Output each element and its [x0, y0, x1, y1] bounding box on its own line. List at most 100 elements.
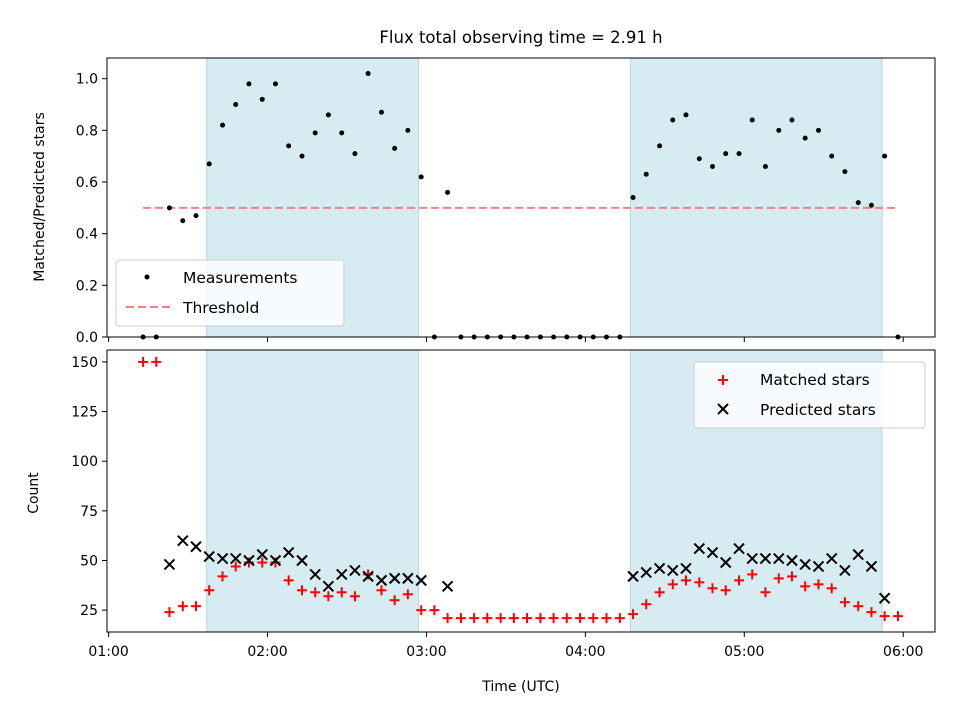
predicted-star-point	[362, 570, 374, 583]
measurement-point	[378, 109, 384, 115]
x-axis-label: Time (UTC)	[481, 679, 559, 695]
predicted-star-point	[282, 546, 295, 559]
legend-threshold-label: Threshold	[182, 299, 259, 317]
predicted-star-point	[177, 534, 189, 547]
legend-matched-marker	[718, 375, 728, 385]
matched-star-point	[667, 579, 678, 590]
matched-star-point	[628, 609, 639, 620]
measurement-point	[710, 164, 716, 169]
measurement-point	[882, 153, 888, 159]
predicted-star-point	[402, 572, 414, 585]
legend-predicted-label: Predicted stars	[760, 401, 876, 419]
predicted-star-point	[839, 564, 851, 577]
predicted-star-point	[680, 562, 692, 575]
predicted-star-point	[349, 564, 361, 577]
measurement-point	[736, 151, 742, 157]
matched-star-point	[839, 597, 850, 608]
predicted-star-point	[627, 570, 639, 583]
matched-star-point	[230, 561, 241, 572]
y-tick-label: 1.0	[76, 72, 98, 88]
measurement-point	[193, 213, 199, 219]
matched-star-point	[442, 613, 453, 624]
bottom-legend-box	[693, 361, 926, 429]
chart-title: Flux total observing time = 2.91 h	[379, 28, 662, 47]
matched-star-point	[151, 356, 162, 367]
measurement-point	[696, 156, 702, 162]
predicted-star-point	[640, 566, 652, 579]
matched-star-point	[601, 613, 612, 624]
bottom-panel: 25 50 75 100 125 150 01:00 02:00 03:00 04:00 05:0…	[26, 349, 936, 695]
measurement-point	[657, 143, 663, 149]
bottom-x-ticks: 01:00 02:00 03:00 04:00 05:00 06:00	[88, 632, 923, 660]
matched-star-point	[800, 581, 811, 592]
predicted-star-point	[163, 558, 176, 571]
predicted-star-point	[309, 568, 321, 581]
matched-star-point	[747, 569, 758, 580]
measurement-point	[272, 81, 278, 87]
measurement-point	[749, 117, 755, 123]
predicted-star-point	[322, 580, 335, 593]
matched-star-point	[853, 601, 864, 612]
measurement-point	[233, 102, 239, 107]
matched-star-point	[297, 585, 308, 596]
matched-star-point	[177, 601, 188, 612]
measurement-point	[842, 169, 848, 175]
predicted-star-point	[441, 580, 454, 593]
matched-star-point	[773, 573, 784, 584]
matched-star-point	[561, 613, 572, 624]
predicted-star-point	[415, 574, 427, 587]
measurement-point	[670, 117, 676, 123]
matched-star-point	[482, 613, 493, 624]
matched-star-point	[707, 583, 718, 594]
matched-star-point	[760, 587, 771, 598]
top-panel: Flux total observing time = 2.91 h 0.00.…	[32, 28, 936, 346]
bottom-y-axis-label: Count	[26, 472, 42, 514]
measurement-point	[180, 218, 186, 224]
measurement-point	[868, 202, 874, 208]
matched-star-point	[680, 575, 691, 586]
matched-star-point	[164, 607, 175, 618]
measurement-point	[352, 151, 358, 157]
predicted-star-point	[825, 552, 838, 565]
matched-star-point	[588, 613, 599, 624]
predicted-star-point	[719, 556, 732, 569]
matched-star-point	[508, 613, 519, 624]
measurement-point	[166, 205, 172, 211]
y-tick-label: 0.4	[76, 227, 98, 243]
y-tick-label: 25	[80, 603, 98, 619]
measurement-point	[392, 145, 398, 151]
measurement-point	[802, 135, 808, 141]
top-y-ticks: 0.0 0.2 0.4 0.6 0.8 1.0	[76, 72, 107, 346]
predicted-star-point	[786, 554, 798, 567]
measurement-point	[418, 174, 424, 180]
matched-star-point	[575, 613, 586, 624]
predicted-star-point	[706, 546, 719, 559]
matched-stars-points	[138, 356, 903, 624]
matched-star-point	[694, 577, 705, 588]
matched-star-point	[257, 557, 268, 568]
measurement-point	[246, 81, 252, 87]
measurement-point	[630, 195, 636, 200]
matched-star-point	[204, 585, 215, 596]
predicted-star-point	[269, 554, 282, 567]
predicted-star-point	[812, 560, 825, 573]
predicted-star-point	[773, 552, 785, 565]
measurement-point	[220, 122, 226, 128]
matched-star-point	[310, 587, 321, 598]
y-tick-label: 0.6	[76, 175, 98, 191]
measurement-point	[776, 127, 782, 133]
matched-star-point	[455, 613, 466, 624]
legend-matched-label: Matched stars	[760, 371, 870, 389]
x-tick-label: 04:00	[565, 644, 605, 660]
predicted-star-point	[667, 564, 679, 577]
matched-star-point	[336, 587, 347, 598]
x-tick-label: 05:00	[724, 644, 764, 660]
x-tick-label: 03:00	[406, 644, 446, 660]
x-tick-label: 02:00	[247, 644, 287, 660]
measurement-point	[206, 161, 212, 167]
matched-star-point	[349, 591, 360, 602]
measurement-point	[312, 130, 318, 136]
matched-star-point	[469, 613, 480, 624]
matched-star-point	[389, 595, 400, 606]
top-legend: Measurements Threshold	[115, 259, 345, 327]
